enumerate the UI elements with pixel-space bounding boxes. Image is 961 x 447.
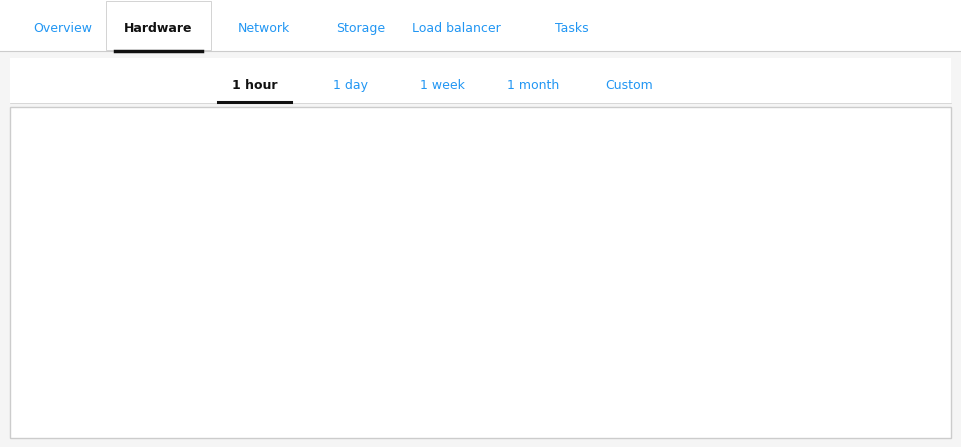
Text: Storage: Storage bbox=[335, 21, 385, 35]
Legend: Used (%): Used (%) bbox=[515, 396, 605, 414]
Text: Overview: Overview bbox=[33, 21, 92, 35]
Text: Tasks: Tasks bbox=[555, 21, 588, 35]
Title: Memory usage   ❓: Memory usage ❓ bbox=[668, 122, 774, 135]
Text: 1 hour: 1 hour bbox=[232, 79, 278, 93]
Text: Load balancer: Load balancer bbox=[412, 21, 501, 35]
FancyBboxPatch shape bbox=[10, 107, 951, 438]
Text: Network: Network bbox=[238, 21, 290, 35]
Bar bbox=[106, 1, 211, 50]
Legend: Utilization (%): Utilization (%) bbox=[54, 396, 170, 414]
Text: 1 week: 1 week bbox=[420, 79, 464, 93]
Bar bbox=[10, 58, 951, 103]
Text: Custom: Custom bbox=[605, 79, 653, 93]
Title: CPU utilization   ❓: CPU utilization ❓ bbox=[200, 122, 305, 135]
Text: 1 month: 1 month bbox=[507, 79, 559, 93]
Bar bbox=[0, 0, 961, 51]
Text: Hardware: Hardware bbox=[124, 21, 193, 35]
Text: 1 day: 1 day bbox=[333, 79, 368, 93]
